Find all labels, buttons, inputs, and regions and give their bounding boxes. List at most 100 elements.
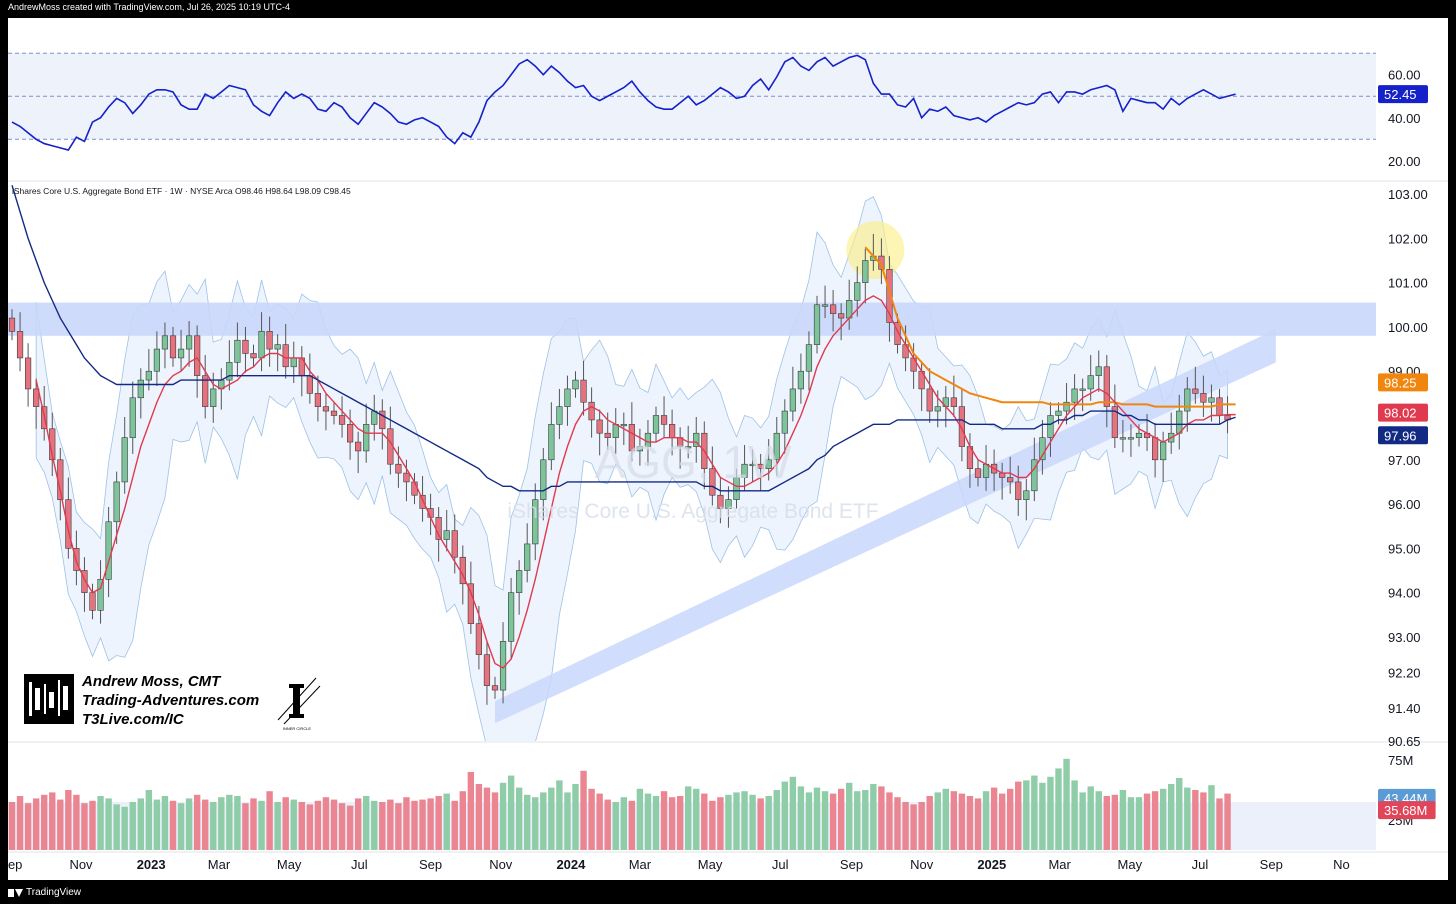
price-axis-tick: 97.00 xyxy=(1388,453,1421,468)
candle-up xyxy=(1208,397,1215,403)
volume-bar-up xyxy=(153,799,161,850)
volume-bar-down xyxy=(49,792,56,850)
time-axis-tick: Sep xyxy=(1260,857,1283,872)
candle-down xyxy=(202,375,209,407)
time-axis-tick: Sep xyxy=(419,857,442,872)
volume-bar-up xyxy=(105,798,112,850)
candle-down xyxy=(491,685,499,691)
rsi-last-value-bg xyxy=(1378,85,1428,104)
candle-up xyxy=(177,348,185,359)
candle-down xyxy=(467,583,474,624)
volume-bar-up xyxy=(1127,797,1135,850)
candle-up xyxy=(805,344,813,372)
candle-down xyxy=(81,570,88,593)
volume-bar-down xyxy=(1143,793,1151,850)
candle-down xyxy=(306,375,313,394)
rsi-line xyxy=(11,54,1236,151)
candle-up xyxy=(226,362,233,381)
price-axis-tick: 93.00 xyxy=(1388,630,1421,645)
volume-bar-down xyxy=(926,796,933,850)
volume-bar-up xyxy=(1095,791,1102,850)
volume-bar-down xyxy=(757,798,764,850)
candle-down xyxy=(475,623,483,655)
candle-down xyxy=(89,592,96,611)
volume-bar-down xyxy=(403,797,410,850)
candle-up xyxy=(1184,388,1191,412)
candle-up xyxy=(363,424,370,452)
volume-bar-down xyxy=(435,796,442,850)
time-axis-tick: Mar xyxy=(208,857,231,872)
candle-down xyxy=(1200,393,1207,403)
volume-bar-down xyxy=(419,799,426,850)
candle-down xyxy=(894,322,901,345)
volume-axis-tick: 75M xyxy=(1388,753,1413,768)
volume-bar-up xyxy=(749,794,756,850)
author-branding: Andrew Moss, CMT Trading-Adventures.com … xyxy=(24,672,324,732)
volume-bar-up xyxy=(1087,786,1094,850)
candle-down xyxy=(829,304,837,314)
volume-bar-up xyxy=(113,804,120,850)
candle-down xyxy=(628,424,635,452)
candle-down xyxy=(314,393,322,407)
volume-bar-up xyxy=(805,792,813,850)
price-label-2: 97.96 xyxy=(1384,428,1417,443)
volume-label-down-bg xyxy=(1378,801,1436,820)
candle-up xyxy=(137,379,144,399)
volume-bar-up xyxy=(1031,775,1038,850)
candle-up xyxy=(773,432,780,461)
volume-bar-up xyxy=(813,787,821,850)
candle-up xyxy=(749,463,756,467)
candle-up xyxy=(982,463,990,478)
watermark-symbol: AGG, 1W xyxy=(595,436,792,488)
time-axis-tick: Sep xyxy=(840,857,863,872)
volume-bar-up xyxy=(942,788,949,850)
inner-circle-text: INNER CIRCLE xyxy=(283,726,312,731)
volume-bar-up xyxy=(564,792,571,850)
volume-bar-down xyxy=(306,804,314,850)
volume-bar-down xyxy=(475,784,483,850)
volume-bar-up xyxy=(290,799,297,850)
volume-bar-down xyxy=(24,803,32,850)
volume-bar-down xyxy=(950,791,958,850)
candle-up xyxy=(524,543,531,571)
volume-bar-up xyxy=(862,790,869,850)
volume-bar-down xyxy=(580,770,587,850)
candle-down xyxy=(757,463,764,469)
candlestick-logo-icon xyxy=(24,674,74,724)
volume-bar-down xyxy=(1151,791,1159,850)
volume-bar-up xyxy=(1119,790,1127,850)
volume-bar-up xyxy=(532,797,539,850)
candle-up xyxy=(652,415,660,434)
volume-bar-up xyxy=(612,802,619,850)
volume-bar-down xyxy=(604,799,611,850)
candle-up xyxy=(371,410,378,425)
volume-bar-down xyxy=(491,792,499,850)
candle-up xyxy=(1119,437,1126,440)
price-layer xyxy=(8,185,1376,741)
candle-up xyxy=(693,432,700,447)
volume-bar-down xyxy=(588,788,595,850)
candle-down xyxy=(169,335,177,359)
candle-up xyxy=(540,459,547,500)
candle-up xyxy=(145,370,152,381)
candle-down xyxy=(65,499,72,549)
rsi-last-value: 52.45 xyxy=(1384,87,1417,102)
candle-down xyxy=(1192,388,1199,394)
price-label-0: 98.25 xyxy=(1384,375,1417,390)
price-axis-tick: 101.00 xyxy=(1388,276,1428,291)
volume-bar-down xyxy=(298,802,305,850)
volume-bar-up xyxy=(789,776,797,850)
volume-bar-down xyxy=(910,804,917,850)
candle-down xyxy=(266,331,273,350)
candle-up xyxy=(1071,388,1078,403)
volume-bar-down xyxy=(660,791,668,850)
candle-up xyxy=(725,499,732,509)
candle-up xyxy=(97,579,104,611)
inner-circle-logo-icon: INNER CIRCLE xyxy=(272,672,322,732)
candle-up xyxy=(685,446,692,449)
volume-bar-down xyxy=(338,803,346,850)
chart-svg[interactable]: 60.00 40.00 20.00 52.45 AGG, 1W iShares Core … xyxy=(8,18,1448,880)
volume-bar-up xyxy=(1176,778,1183,850)
volume-bar-up xyxy=(685,786,692,850)
volume-bar-up xyxy=(1135,797,1143,850)
